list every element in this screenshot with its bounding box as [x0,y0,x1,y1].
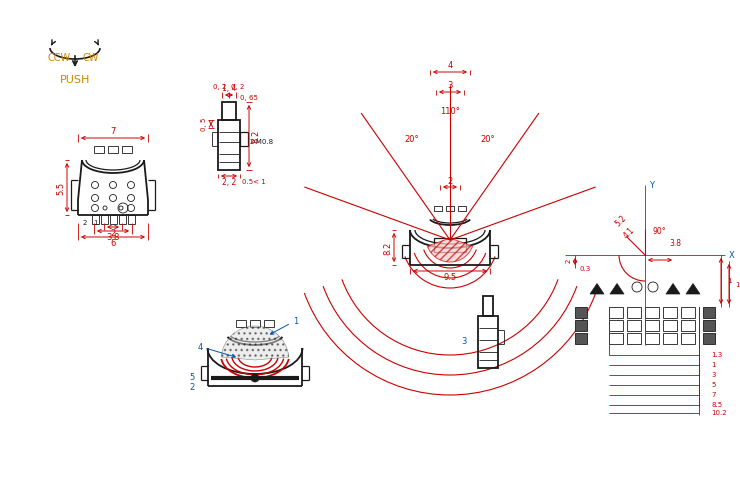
Bar [222,102,236,120]
Bar [663,307,677,318]
Bar [575,320,587,331]
Text: 6: 6 [110,239,115,248]
Text: 3.8: 3.8 [107,233,120,242]
Bar [627,320,641,331]
Bar [703,320,715,331]
Text: 3: 3 [461,337,467,347]
Text: CW: CW [83,53,99,63]
Polygon shape [666,284,680,294]
Text: 1: 1 [711,362,716,368]
Text: 9.5: 9.5 [443,274,457,283]
Bar [703,333,715,344]
Bar [609,307,623,318]
Text: 20°: 20° [405,135,420,144]
Text: 2: 2 [110,229,115,239]
Text: 1: 1 [293,317,298,326]
Bar [663,333,677,344]
Bar [446,206,454,211]
Text: X: X [729,251,735,260]
Text: 5: 5 [711,382,716,388]
Bar [127,215,135,224]
Text: 90°: 90° [652,227,666,236]
Text: 8.2: 8.2 [383,241,392,254]
Bar [478,316,498,368]
Bar [458,206,466,211]
Bar [236,320,246,327]
Text: 7: 7 [110,128,115,136]
Bar [434,206,442,211]
Bar [575,307,587,318]
Text: 110°: 110° [440,108,460,117]
Text: 10.2: 10.2 [711,410,727,416]
Bar [645,307,659,318]
Bar [122,146,132,153]
Bar [240,132,248,146]
Bar [627,333,641,344]
Text: 1.1: 1.1 [735,282,740,288]
Text: 3.8: 3.8 [669,239,681,248]
Text: 0, 5: 0, 5 [201,117,207,131]
Text: 0.5< 1: 0.5< 1 [242,179,266,185]
Bar [92,215,98,224]
Polygon shape [686,284,700,294]
Text: 0.3: 0.3 [579,266,591,272]
Text: 4: 4 [198,344,203,352]
Bar [609,320,623,331]
Text: 4: 4 [448,60,453,70]
Bar [681,320,695,331]
Text: 3: 3 [711,372,716,378]
Text: 8.2: 8.2 [252,130,260,143]
Text: 20°: 20° [481,135,495,144]
Text: 2, 2: 2, 2 [222,178,236,187]
Bar [101,215,107,224]
Bar [483,296,493,316]
Text: 2: 2 [83,220,87,226]
Text: 0, 65: 0, 65 [240,95,258,101]
Bar [434,238,466,252]
Text: 5: 5 [189,373,195,383]
Circle shape [251,374,259,382]
Bar [250,320,260,327]
Bar [609,333,623,344]
Text: 1: 1 [727,278,732,284]
Text: 5.2: 5.2 [613,214,628,228]
Bar [627,307,641,318]
Text: 2-M0.8: 2-M0.8 [250,139,274,145]
Text: CCW: CCW [47,53,70,63]
Text: 8.5: 8.5 [711,402,722,408]
Bar [110,215,116,224]
Bar [264,320,274,327]
Text: 0, 2: 0, 2 [213,84,226,90]
Polygon shape [590,284,604,294]
Bar [218,120,240,170]
Text: 7: 7 [711,392,716,398]
Text: Y: Y [649,181,654,190]
Text: 2: 2 [189,384,195,393]
Text: 1, 4: 1, 4 [222,84,236,94]
Text: 0, 2: 0, 2 [232,84,245,90]
Bar [94,146,104,153]
Bar [645,320,659,331]
Bar [575,333,587,344]
Bar [108,146,118,153]
Text: 1.3: 1.3 [711,352,722,358]
Wedge shape [221,326,289,360]
Text: 5.5: 5.5 [56,181,66,194]
Bar [681,333,695,344]
Text: 2: 2 [566,259,572,263]
Polygon shape [610,284,624,294]
Bar [645,333,659,344]
Text: 2: 2 [448,178,453,187]
Bar [681,307,695,318]
Text: PUSH: PUSH [60,75,90,85]
Bar [118,215,126,224]
Text: 4.1: 4.1 [622,226,636,240]
Bar [703,307,715,318]
Text: 1: 1 [92,220,97,226]
Wedge shape [428,238,473,262]
Bar [663,320,677,331]
Text: 3: 3 [447,82,453,91]
